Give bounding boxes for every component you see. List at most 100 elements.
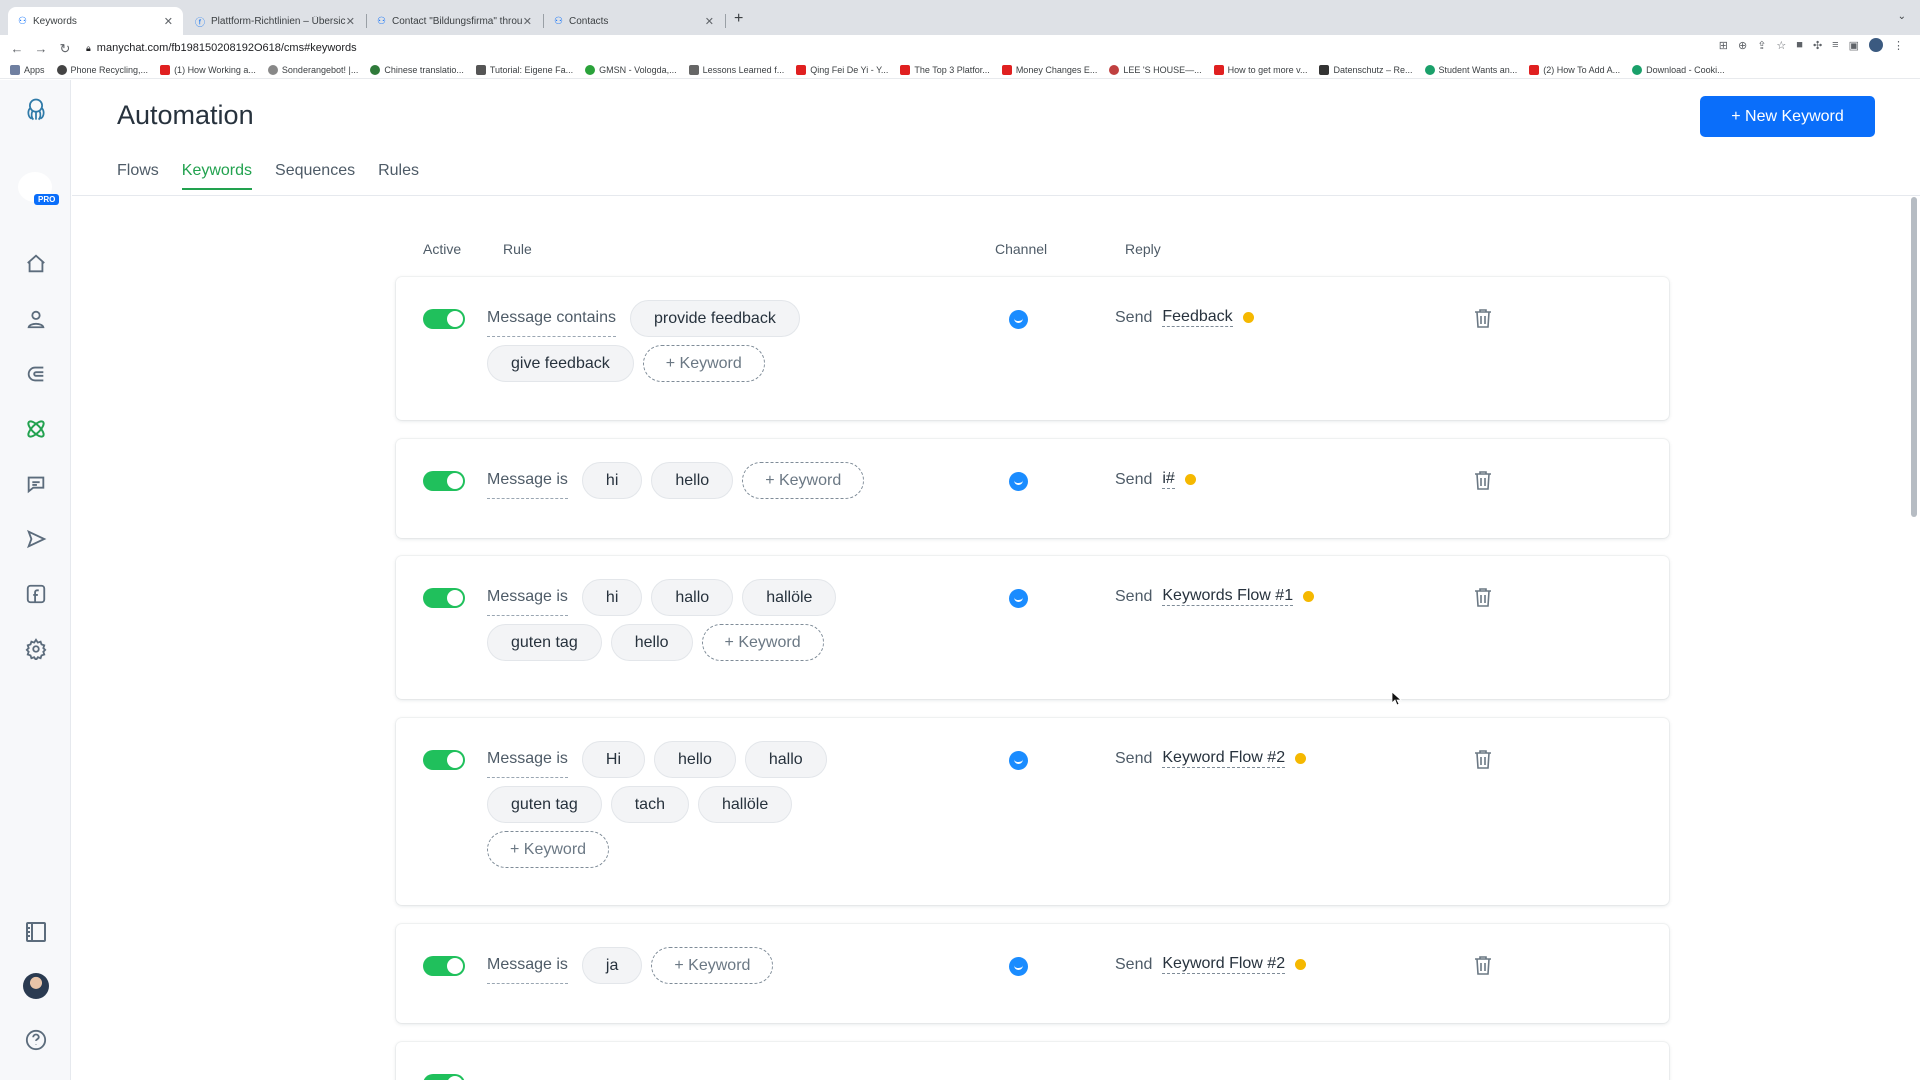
reply-flow-link[interactable]: Keyword Flow #2 — [1162, 955, 1286, 974]
bookmark-item[interactable]: Download - Cooki... — [1632, 65, 1725, 75]
keyword-chip[interactable]: ja — [581, 947, 643, 984]
keyword-chip[interactable]: hello — [610, 624, 693, 661]
help-icon[interactable] — [22, 1026, 50, 1054]
profile-avatar[interactable] — [22, 972, 50, 1000]
active-toggle[interactable] — [423, 471, 465, 491]
active-toggle[interactable] — [423, 956, 465, 976]
delete-trash-icon[interactable] — [1474, 308, 1492, 328]
rule-condition[interactable]: Message is — [487, 947, 568, 984]
active-toggle[interactable] — [423, 750, 465, 770]
bookmark-item[interactable]: Student Wants an... — [1424, 65, 1517, 75]
bookmark-item[interactable]: Money Changes E... — [1001, 65, 1097, 75]
contacts-icon[interactable] — [22, 305, 50, 333]
automation-icon[interactable] — [22, 415, 50, 443]
active-toggle[interactable] — [423, 309, 465, 329]
browser-tab-contact[interactable]: ⚇ Contact "Bildungsfirma" throu ✕ — [367, 7, 542, 35]
delete-trash-icon[interactable] — [1474, 470, 1492, 490]
tab-keywords[interactable]: Keywords — [181, 162, 253, 190]
account-avatar[interactable]: PRO — [18, 172, 60, 205]
close-tab-icon[interactable]: ✕ — [704, 15, 714, 28]
translate-icon[interactable]: ⊞ — [1718, 39, 1728, 52]
keyword-chip[interactable]: hi — [581, 462, 643, 499]
keyword-chip[interactable]: tach — [610, 786, 689, 823]
keyword-chip[interactable]: hello — [651, 462, 734, 499]
rule-condition[interactable]: Message is — [487, 579, 568, 616]
delete-trash-icon[interactable] — [1474, 955, 1492, 975]
bookmark-item[interactable]: Datenschutz – Re... — [1319, 65, 1413, 75]
bookmark-item[interactable]: Chinese translatio... — [370, 65, 464, 75]
browser-tab-contacts[interactable]: ⚇ Contacts ✕ — [544, 7, 724, 35]
browser-tab-keywords[interactable]: ⚇ Keywords ✕ — [8, 7, 183, 35]
bookmark-star-icon[interactable]: ☆ — [1776, 39, 1787, 52]
new-keyword-button[interactable]: + New Keyword — [1700, 96, 1875, 137]
keyword-chip[interactable]: provide feedback — [629, 300, 800, 337]
close-tab-icon[interactable]: ✕ — [345, 15, 355, 28]
forward-arrow-icon[interactable]: → — [34, 41, 48, 56]
add-keyword-button[interactable]: + Keyword — [487, 831, 610, 868]
close-tab-icon[interactable]: ✕ — [522, 15, 532, 28]
bookmark-item[interactable]: Phone Recycling,... — [56, 65, 148, 75]
add-keyword-button[interactable]: + Keyword — [701, 624, 824, 661]
reply-flow-link[interactable]: Keyword Flow #2 — [1162, 749, 1286, 768]
delete-trash-icon[interactable] — [1474, 587, 1492, 607]
share-icon[interactable]: ⇪ — [1757, 39, 1767, 52]
bookmark-item[interactable]: Sonderangebot! |... — [267, 65, 358, 75]
rule-condition[interactable]: Message is — [487, 462, 568, 499]
tab-search-chevron-icon[interactable]: ⌄ — [1897, 11, 1906, 22]
add-keyword-button[interactable]: + Keyword — [651, 947, 774, 984]
reload-icon[interactable]: ↻ — [59, 40, 71, 56]
tab-flows[interactable]: Flows — [117, 162, 159, 179]
bookmark-item[interactable]: LEE 'S HOUSE—... — [1109, 65, 1202, 75]
manychat-logo-icon[interactable] — [22, 96, 50, 124]
keyword-chip[interactable]: hallöle — [697, 786, 793, 823]
keyword-chip[interactable]: guten tag — [487, 624, 602, 661]
reply-flow-link[interactable]: i# — [1162, 470, 1175, 489]
bookmark-item[interactable]: The Top 3 Platfor... — [900, 65, 990, 75]
side-panel-icon[interactable]: ▣ — [1848, 39, 1859, 52]
keyword-chip[interactable]: guten tag — [487, 786, 602, 823]
active-toggle[interactable] — [423, 588, 465, 608]
bookmark-item[interactable]: Lessons Learned f... — [688, 65, 784, 75]
tab-rules[interactable]: Rules — [378, 162, 419, 179]
keyword-chip[interactable]: hi — [581, 579, 643, 616]
rule-condition[interactable]: Message contains — [487, 300, 616, 337]
bookmark-item[interactable]: Qing Fei De Yi - Y... — [796, 65, 888, 75]
live-chat-icon[interactable] — [22, 470, 50, 498]
home-icon[interactable] — [22, 250, 50, 278]
extension-icon[interactable]: ■ — [1796, 39, 1803, 51]
zoom-icon[interactable]: ⊕ — [1737, 39, 1748, 52]
keyword-chip[interactable]: hello — [654, 741, 736, 778]
back-arrow-icon[interactable]: ← — [10, 41, 24, 56]
keyword-chip[interactable]: hallo — [744, 741, 827, 778]
bookmark-item[interactable]: GMSN - Vologda,... — [585, 65, 677, 75]
add-keyword-button[interactable]: + Keyword — [642, 345, 765, 382]
close-tab-icon[interactable]: ✕ — [163, 15, 173, 28]
reply-flow-link[interactable]: Feedback — [1162, 308, 1233, 327]
page-scrollbar[interactable] — [1911, 197, 1917, 517]
bookmark-item[interactable]: How to get more v... — [1213, 65, 1307, 75]
rule-condition[interactable]: Message is — [487, 741, 568, 778]
templates-icon[interactable] — [22, 918, 50, 946]
reply-flow-link[interactable]: Keywords Flow #1 — [1162, 587, 1294, 606]
profile-avatar-icon[interactable] — [1869, 38, 1883, 52]
settings-icon[interactable] — [22, 635, 50, 663]
active-toggle[interactable] — [423, 1074, 465, 1080]
facebook-icon[interactable] — [22, 580, 50, 608]
keyword-chip[interactable]: hallo — [651, 579, 734, 616]
url-field[interactable]: 🔒︎ manychat.com/fb198150208192O618/cms#k… — [86, 38, 1666, 58]
tab-sequences[interactable]: Sequences — [275, 162, 356, 179]
bookmark-item[interactable]: Tutorial: Eigene Fa... — [475, 65, 573, 75]
bookmark-apps[interactable]: Apps — [10, 65, 45, 75]
bookmark-item[interactable]: (1) How Working a... — [160, 65, 256, 75]
keyword-chip[interactable]: give feedback — [487, 345, 634, 382]
growth-tools-icon[interactable] — [22, 360, 50, 388]
browser-menu-icon[interactable]: ⋮ — [1893, 39, 1904, 52]
keyword-chip[interactable]: hallöle — [742, 579, 837, 616]
browser-tab-plattform[interactable]: ⓕ Plattform-Richtlinien – Übersic ✕ — [185, 7, 365, 35]
broadcasting-icon[interactable] — [22, 525, 50, 553]
delete-trash-icon[interactable] — [1474, 749, 1492, 769]
reading-list-icon[interactable]: ≡ — [1832, 39, 1839, 51]
puzzle-extensions-icon[interactable]: ✣ — [1812, 39, 1823, 52]
keyword-chip[interactable]: Hi — [581, 741, 646, 778]
new-tab-button[interactable]: + — [734, 10, 744, 27]
